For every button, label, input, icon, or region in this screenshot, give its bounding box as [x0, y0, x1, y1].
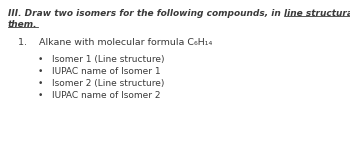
Text: •   IUPAC name of Isomer 2: • IUPAC name of Isomer 2 [38, 91, 161, 100]
Text: line structural formula only: line structural formula only [284, 9, 350, 18]
Text: 1.    Alkane with molecular formula C₆H₁₄: 1. Alkane with molecular formula C₆H₁₄ [18, 38, 212, 47]
Text: •   IUPAC name of Isomer 1: • IUPAC name of Isomer 1 [38, 67, 161, 76]
Text: •   Isomer 1 (Line structure): • Isomer 1 (Line structure) [38, 55, 164, 64]
Text: them.: them. [8, 20, 37, 29]
Text: III. Draw two isomers for the following compounds, in: III. Draw two isomers for the following … [8, 9, 284, 18]
Text: •   Isomer 2 (Line structure): • Isomer 2 (Line structure) [38, 79, 164, 88]
